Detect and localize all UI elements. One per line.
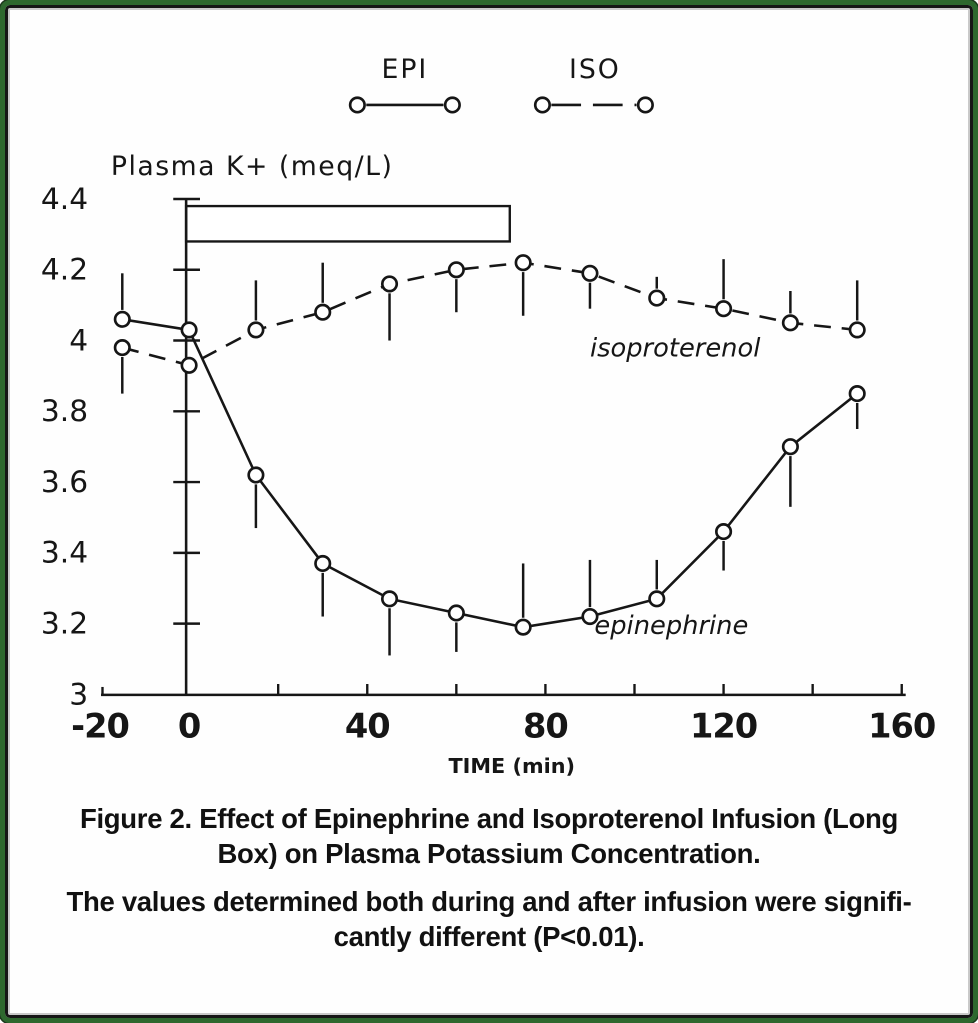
data-point-marker: [113, 339, 131, 357]
legend-label-epi: EPI: [381, 54, 428, 85]
caption-title-line-1: Figure 2. Effect of Epinephrine and Isop…: [79, 802, 899, 834]
data-point-marker: [180, 321, 198, 339]
series-epinephrine: [113, 273, 866, 656]
caption-title-line-2: Box) on Plasma Potassium Concentration.: [217, 837, 761, 869]
series-label-epinephrine: epinephrine: [594, 611, 748, 641]
data-point-marker: [648, 590, 666, 608]
data-point-marker: [781, 314, 799, 332]
series-line-epinephrine: [122, 318, 858, 629]
series-line-isoproterenol: [121, 261, 858, 367]
y-tick-label: 4.2: [41, 253, 88, 288]
y-tick-label: 3.4: [41, 536, 88, 571]
y-tick-label: 3.2: [41, 607, 88, 642]
data-point-marker: [781, 438, 799, 456]
data-point-marker: [648, 289, 666, 307]
data-point-marker: [848, 321, 866, 339]
legend-label-iso: ISO: [569, 54, 621, 85]
data-point-marker: [447, 261, 465, 279]
legend-marker: [443, 96, 461, 114]
data-point-marker: [113, 310, 131, 328]
data-point-marker: [715, 523, 733, 541]
data-point-marker: [581, 264, 599, 282]
legend-iso: ISO: [533, 54, 654, 114]
caption-note-line-2: cantly different (P<0.01).: [333, 920, 645, 952]
infusion-box: [184, 204, 511, 243]
x-axis-title: TIME (min): [449, 754, 576, 778]
data-point-marker: [180, 356, 198, 374]
x-tick-label: 160: [868, 706, 935, 745]
y-tick-label: 4: [69, 323, 88, 358]
data-point-marker: [848, 385, 866, 403]
y-tick-label: 3.8: [41, 394, 88, 429]
legend-marker: [533, 96, 552, 114]
data-point-marker: [314, 554, 332, 573]
data-point-marker: [314, 303, 332, 321]
x-tick-label: 0: [178, 706, 200, 745]
data-point-marker: [514, 254, 532, 272]
x-tick-label: -20: [71, 706, 129, 745]
data-point-marker: [380, 590, 399, 608]
data-point-marker: [447, 604, 465, 622]
legend-marker: [348, 96, 366, 114]
caption-note-line-1: The values determined both during and af…: [66, 885, 912, 917]
y-axis-title: Plasma K+ (meq/L): [111, 151, 394, 182]
data-point-marker: [581, 607, 599, 626]
data-point-marker: [247, 321, 265, 339]
y-tick-label: 3.6: [41, 465, 88, 500]
chart-svg: Plasma K+ (meq/L) 4.4 4.2 4 3.8 3.6 3.4 3.2 3-20…: [41, 54, 936, 778]
figure-caption: Figure 2. Effect of Epinephrine and Isop…: [23, 801, 955, 954]
plot-area: Plasma K+ (meq/L) 4.4 4.2 4 3.8 3.6 3.4 3.2 3-20…: [41, 151, 936, 778]
legend-marker: [636, 96, 654, 114]
data-point-marker: [514, 618, 532, 636]
series-label-isoproterenol: isoproterenol: [590, 333, 761, 363]
data-point-marker: [380, 275, 399, 293]
y-tick-label: 3: [69, 677, 88, 712]
legend-epi: EPI: [348, 54, 461, 114]
caption-title: Figure 2. Effect of Epinephrine and Isop…: [23, 801, 955, 871]
x-tick-label: 40: [345, 706, 390, 745]
data-point-marker: [715, 300, 733, 318]
caption-note: The values determined both during and af…: [23, 884, 955, 954]
x-tick-label: 80: [523, 706, 568, 745]
data-point-marker: [247, 466, 265, 484]
y-tick-label: 4.4: [41, 182, 88, 217]
x-tick-label: 120: [690, 706, 757, 745]
series-isoproterenol: [113, 254, 866, 394]
